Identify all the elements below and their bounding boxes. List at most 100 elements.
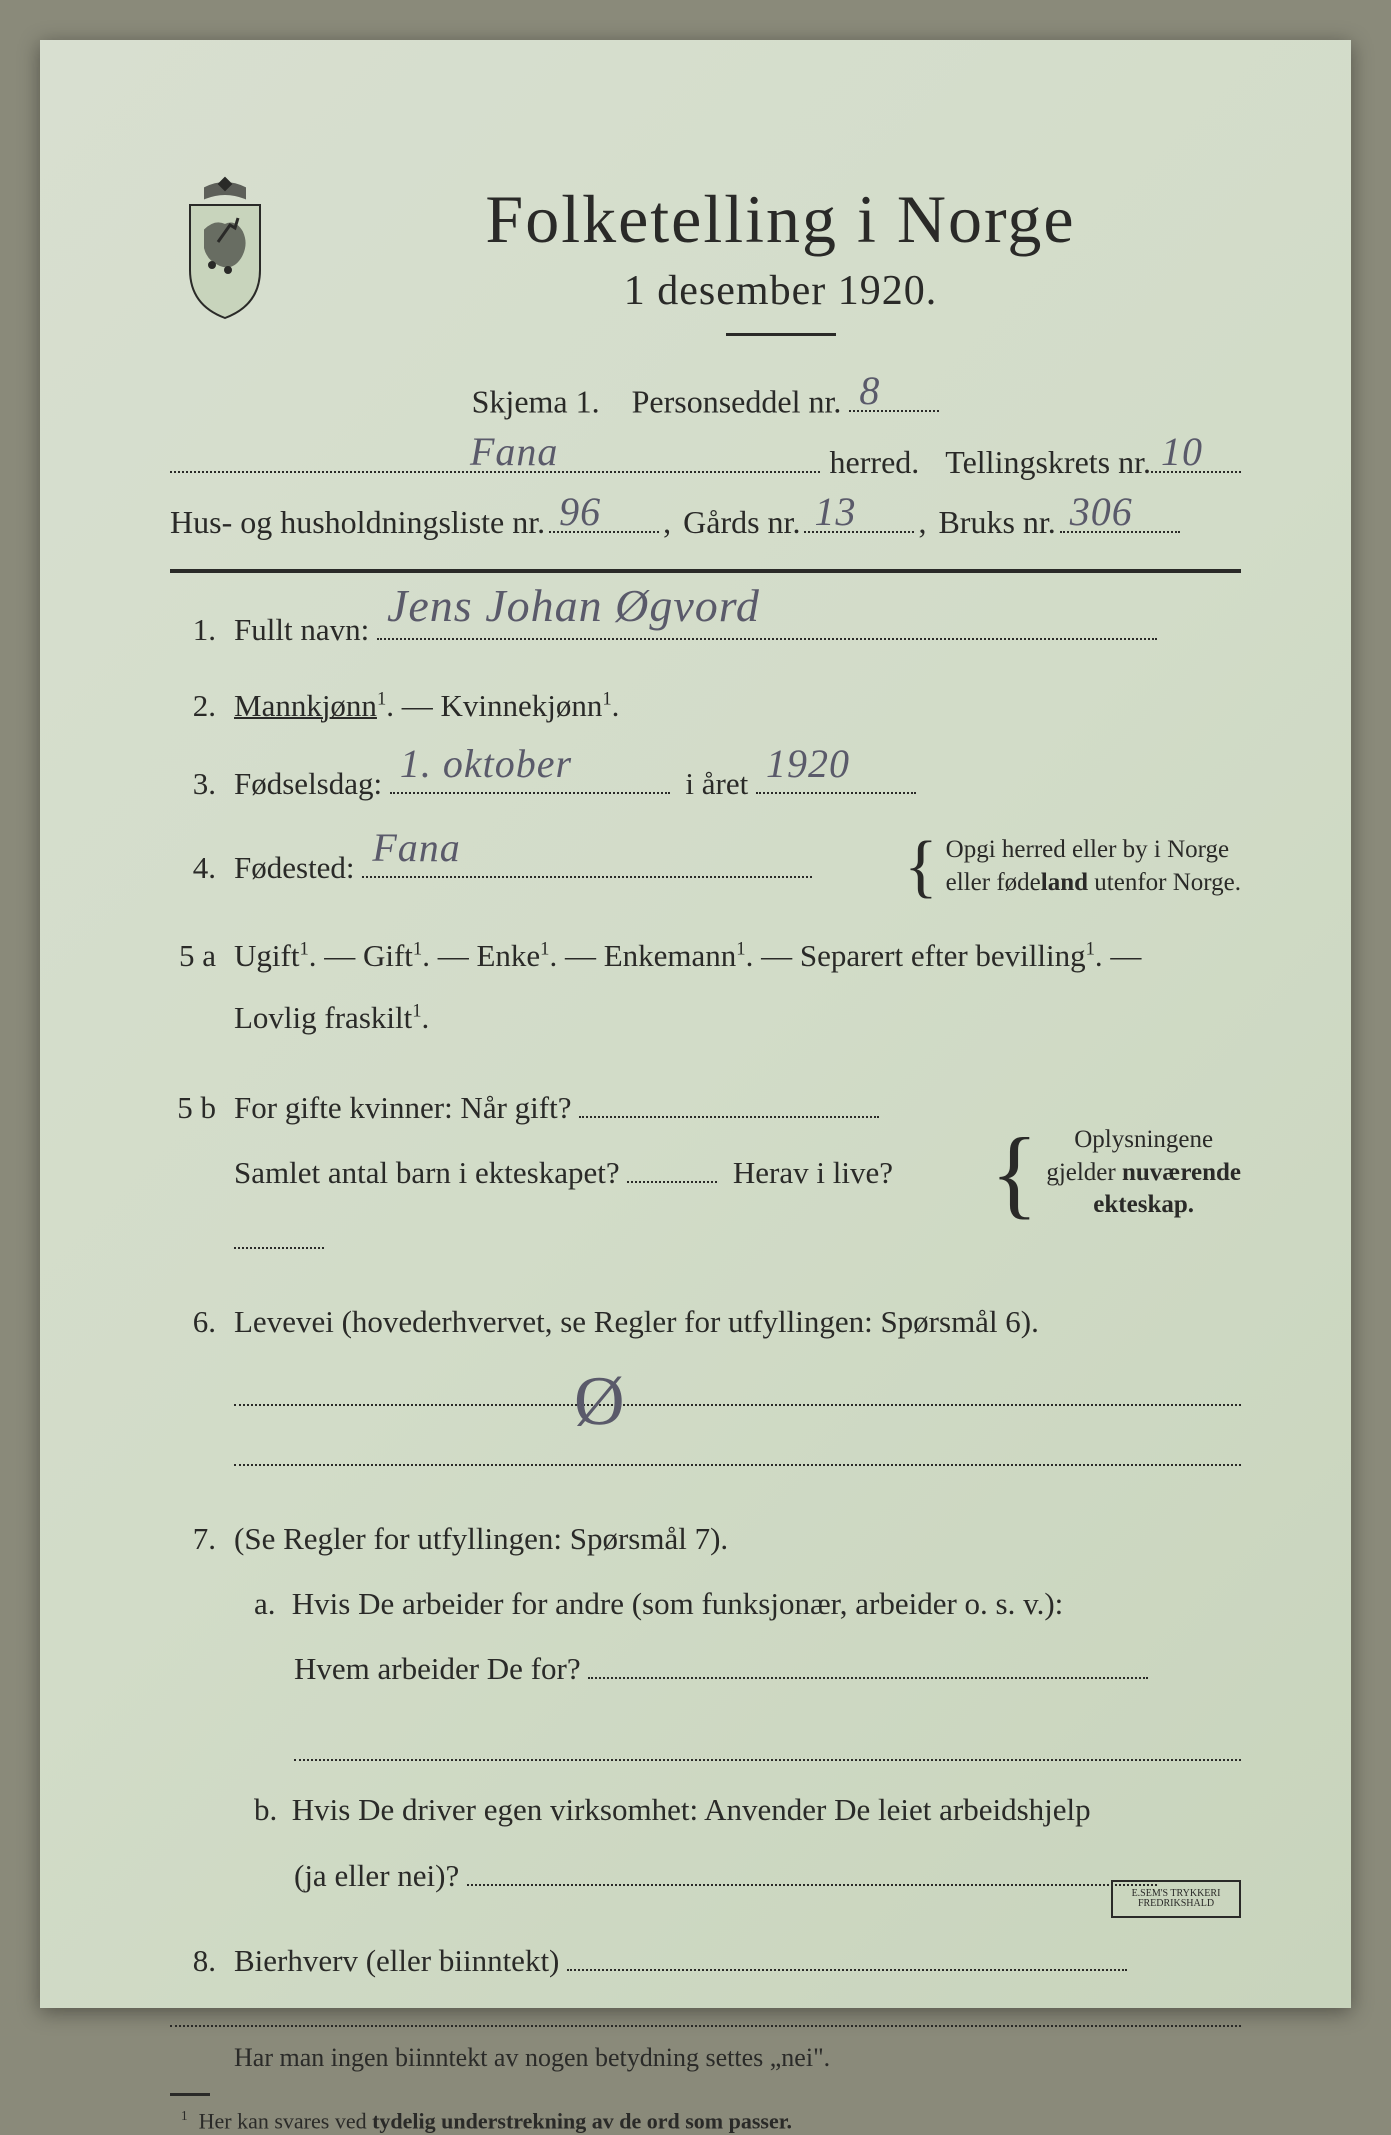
q5b-live-field bbox=[234, 1211, 324, 1248]
header: Folketelling i Norge 1 desember 1920. bbox=[170, 180, 1241, 364]
personseddel-value: 8 bbox=[859, 367, 880, 414]
q2-sup2: 1 bbox=[602, 689, 611, 710]
bruks-field: 306 bbox=[1060, 495, 1180, 533]
q6-field2 bbox=[234, 1426, 1241, 1466]
q4-label: Fødested: bbox=[234, 850, 355, 885]
q5b-num: 5 b bbox=[170, 1083, 216, 1133]
printer-stamp: E.SEM'S TRYKKERI FREDRIKSHALD bbox=[1111, 1880, 1241, 1918]
personseddel-field: 8 bbox=[849, 374, 939, 412]
brace-icon: { bbox=[904, 839, 938, 895]
q7b-line1: Hvis De driver egen virksomhet: Anvender… bbox=[292, 1792, 1091, 1827]
husliste-label: Hus- og husholdningsliste nr. bbox=[170, 504, 545, 541]
q7a-field bbox=[588, 1642, 1148, 1679]
q6-field1: Ø bbox=[234, 1366, 1241, 1406]
q1-num: 1. bbox=[170, 605, 216, 655]
q5b-line2-label: Samlet antal barn i ekteskapet? bbox=[234, 1155, 620, 1190]
herred-label: herred. bbox=[820, 444, 930, 481]
q5a-opt1: Ugift bbox=[234, 938, 299, 973]
q5b-barn-field bbox=[627, 1146, 717, 1183]
q7a-field2 bbox=[294, 1721, 1241, 1761]
husliste-line: Hus- og husholdningsliste nr. 96 , Gårds… bbox=[170, 495, 1241, 541]
q8-label: Bierhverv (eller biinntekt) bbox=[234, 1943, 559, 1978]
q6-row: 6. Levevei (hovederhvervet, se Regler fo… bbox=[170, 1297, 1241, 1467]
q7a-line2: Hvem arbeider De for? bbox=[254, 1651, 581, 1686]
q4-note: Opgi herred eller by i Norge eller fødel… bbox=[946, 834, 1241, 899]
q5b-gift-field bbox=[579, 1081, 879, 1118]
q5a-opt4: Enkemann bbox=[604, 938, 737, 973]
tellingskrets-value: 10 bbox=[1161, 428, 1203, 475]
q5a-opt5: Separert efter bevilling bbox=[800, 938, 1086, 973]
gards-value: 13 bbox=[814, 488, 856, 535]
q1-row: 1. Fullt navn: Jens Johan Øgvord bbox=[170, 603, 1241, 655]
q7a-line1: Hvis De arbeider for andre (som funksjon… bbox=[292, 1586, 1064, 1621]
gards-field: 13 bbox=[804, 495, 914, 533]
q5b-line2b-label: Herav i live? bbox=[733, 1155, 893, 1190]
q5b-row: 5 b For gifte kvinner: Når gift? Samlet … bbox=[170, 1075, 1241, 1270]
q3-num: 3. bbox=[170, 759, 216, 809]
herred-value: Fana bbox=[470, 428, 558, 475]
q8-num: 8. bbox=[170, 1936, 216, 1986]
footer-divider-dotted bbox=[170, 2025, 1241, 2027]
q3-row: 3. Fødselsdag: 1. oktober i året 1920 bbox=[170, 757, 1241, 809]
q4-row: 4. Fødested: Fana { Opgi herred eller by… bbox=[170, 834, 1241, 899]
q2-row: 2. Mannkjønn1. — Kvinnekjønn1. bbox=[170, 681, 1241, 731]
personseddel-label: Personseddel nr. bbox=[632, 383, 842, 419]
q2-num: 2. bbox=[170, 681, 216, 731]
skjema-label: Skjema 1. bbox=[472, 383, 600, 419]
bruks-label: Bruks nr. bbox=[938, 504, 1055, 541]
footnote-2: 1 Her kan svares ved tydelig understrekn… bbox=[170, 2108, 1241, 2134]
census-form-page: Folketelling i Norge 1 desember 1920. Sk… bbox=[40, 40, 1351, 2008]
q3-day-field: 1. oktober bbox=[390, 757, 670, 794]
title-block: Folketelling i Norge 1 desember 1920. bbox=[320, 180, 1241, 364]
q5b-note: Oplysningene gjelder nuværende ekteskap. bbox=[1046, 1124, 1241, 1222]
q3-year-field: 1920 bbox=[756, 757, 916, 794]
q7b-letter: b. bbox=[254, 1777, 284, 1842]
stamp-line2: FREDRIKSHALD bbox=[1138, 1899, 1214, 1909]
q8-row: 8. Bierhverv (eller biinntekt) bbox=[170, 1934, 1241, 1986]
q5a-num: 5 a bbox=[170, 931, 216, 981]
q2-opt-male: Mannkjønn bbox=[234, 688, 377, 723]
husliste-field: 96 bbox=[549, 495, 659, 533]
herred-line: Fana herred. Tellingskrets nr. 10 bbox=[170, 434, 1241, 480]
q4-value: Fana bbox=[372, 816, 460, 880]
q8-field bbox=[567, 1934, 1127, 1971]
q5b-line1-label: For gifte kvinner: Når gift? bbox=[234, 1090, 571, 1125]
title-divider bbox=[726, 333, 836, 336]
q5a-opt2: Gift bbox=[363, 938, 413, 973]
q5a-row: 5 a Ugift1. — Gift1. — Enke1. — Enkemann… bbox=[170, 925, 1241, 1049]
q3-day-value: 1. oktober bbox=[400, 732, 572, 796]
q7-intro: (Se Regler for utfyllingen: Spørsmål 7). bbox=[234, 1521, 728, 1556]
q7b-line2: (ja eller nei)? bbox=[254, 1858, 459, 1893]
husliste-value: 96 bbox=[559, 488, 601, 535]
q6-num: 6. bbox=[170, 1297, 216, 1347]
gards-label: Gårds nr. bbox=[683, 504, 800, 541]
brace-icon: { bbox=[990, 1133, 1038, 1213]
coat-of-arms-icon bbox=[170, 170, 280, 320]
q7-row: 7. (Se Regler for utfyllingen: Spørsmål … bbox=[170, 1506, 1241, 1907]
main-title: Folketelling i Norge bbox=[320, 180, 1241, 259]
q3-label: Fødselsdag: bbox=[234, 766, 382, 801]
q3-year-label: i året bbox=[685, 766, 748, 801]
tellingskrets-field: 10 bbox=[1151, 434, 1241, 472]
date-line: 1 desember 1920. bbox=[320, 267, 1241, 315]
q6-text: Levevei (hovederhvervet, se Regler for u… bbox=[234, 1304, 1039, 1339]
q4-num: 4. bbox=[170, 843, 216, 893]
q4-field: Fana bbox=[362, 841, 812, 878]
q1-value: Jens Johan Øgvord bbox=[387, 569, 760, 643]
q2-sup1: 1 bbox=[377, 689, 386, 710]
q7b-field bbox=[467, 1848, 1157, 1885]
q2-opt-female: — Kvinnekjønn bbox=[402, 688, 603, 723]
q7a-letter: a. bbox=[254, 1571, 284, 1636]
q1-field: Jens Johan Øgvord bbox=[377, 603, 1157, 640]
q1-label: Fullt navn: bbox=[234, 612, 369, 647]
q4-note-line1: Opgi herred eller by i Norge bbox=[946, 834, 1241, 867]
q3-year-value: 1920 bbox=[766, 732, 850, 796]
q5a-opt6: Lovlig fraskilt bbox=[234, 1000, 412, 1035]
herred-field: Fana bbox=[170, 434, 820, 472]
q5a-opt3: Enke bbox=[476, 938, 540, 973]
tellingskrets-label: Tellingskrets nr. bbox=[945, 444, 1151, 481]
q7-num: 7. bbox=[170, 1514, 216, 1564]
footnote-rule bbox=[170, 2093, 210, 2096]
skjema-line: Skjema 1. Personseddel nr. 8 bbox=[170, 374, 1241, 420]
bruks-value: 306 bbox=[1070, 488, 1133, 535]
